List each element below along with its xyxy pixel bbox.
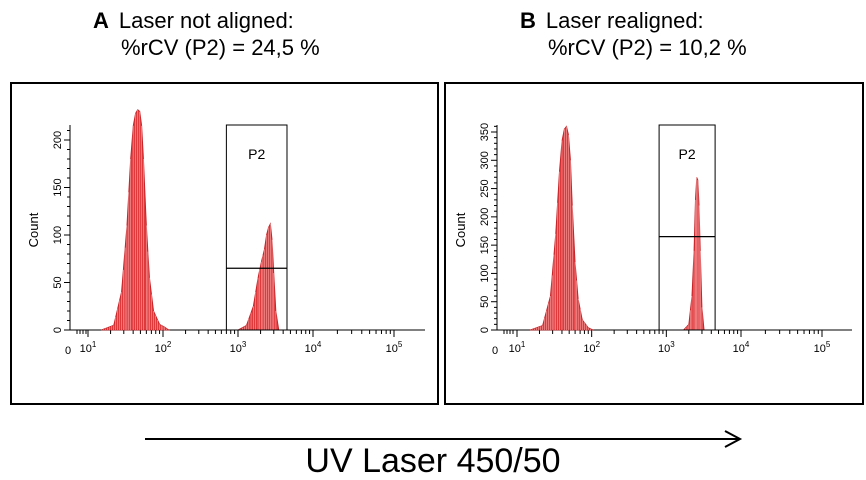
y-tick-label: 150 <box>479 236 491 254</box>
x-axis-arrow <box>145 430 743 448</box>
panel-b-frame <box>444 82 864 405</box>
gate-p2-label: P2 <box>679 146 696 162</box>
y-tick-label: 0 <box>52 327 64 333</box>
gate-p2-box <box>225 124 288 331</box>
y-tick-label: 300 <box>479 151 491 169</box>
panel-a-title: A Laser not aligned: %rCV (P2) = 24,5 % <box>93 7 320 61</box>
x-tick-label: 102 <box>155 340 172 355</box>
y-axis-label: Count <box>26 212 41 247</box>
panel-b-title-line2: %rCV (P2) = 10,2 % <box>548 35 747 60</box>
panel-a-title-line1: Laser not aligned: <box>118 8 294 33</box>
panel-b-title: B Laser realigned: %rCV (P2) = 10,2 % <box>520 7 747 61</box>
gate-p2-box <box>658 124 716 331</box>
y-tick-label: 350 <box>479 123 491 141</box>
y-tick-label: 0 <box>479 327 491 333</box>
y-axis-label: Count <box>453 212 468 247</box>
y-tick-label: 100 <box>479 264 491 282</box>
x-tick-label: 0 <box>65 345 71 357</box>
x-tick-label: 103 <box>230 340 247 355</box>
x-tick-label: 104 <box>733 340 750 355</box>
x-tick-label: 0 <box>492 345 498 357</box>
x-tick-label: 105 <box>814 340 831 355</box>
panel-a-title-line2: %rCV (P2) = 24,5 % <box>121 35 320 60</box>
histogram-peak-1 <box>101 108 171 331</box>
y-tick-label: 150 <box>52 178 64 196</box>
figure-x-axis-label: UV Laser 450/50 <box>305 442 561 480</box>
x-tick-label: 104 <box>305 340 322 355</box>
x-tick-label: 102 <box>583 340 600 355</box>
y-tick-label: 250 <box>479 179 491 197</box>
y-tick-label: 200 <box>479 208 491 226</box>
panel-b-title-line1: Laser realigned: <box>545 8 704 33</box>
histogram-peak-1 <box>529 125 594 331</box>
panel-a-frame <box>10 82 439 405</box>
gate-p2-label: P2 <box>248 146 265 162</box>
panel-a-letter: A <box>93 8 109 33</box>
y-tick-label: 50 <box>52 276 64 288</box>
x-tick-label: 101 <box>80 340 97 355</box>
panel-b-letter: B <box>520 8 536 33</box>
x-tick-label: 103 <box>658 340 675 355</box>
y-tick-label: 200 <box>52 131 64 149</box>
x-tick-label: 105 <box>386 340 403 355</box>
y-tick-label: 100 <box>52 226 64 244</box>
y-tick-label: 50 <box>479 296 491 308</box>
x-tick-label: 101 <box>509 340 526 355</box>
